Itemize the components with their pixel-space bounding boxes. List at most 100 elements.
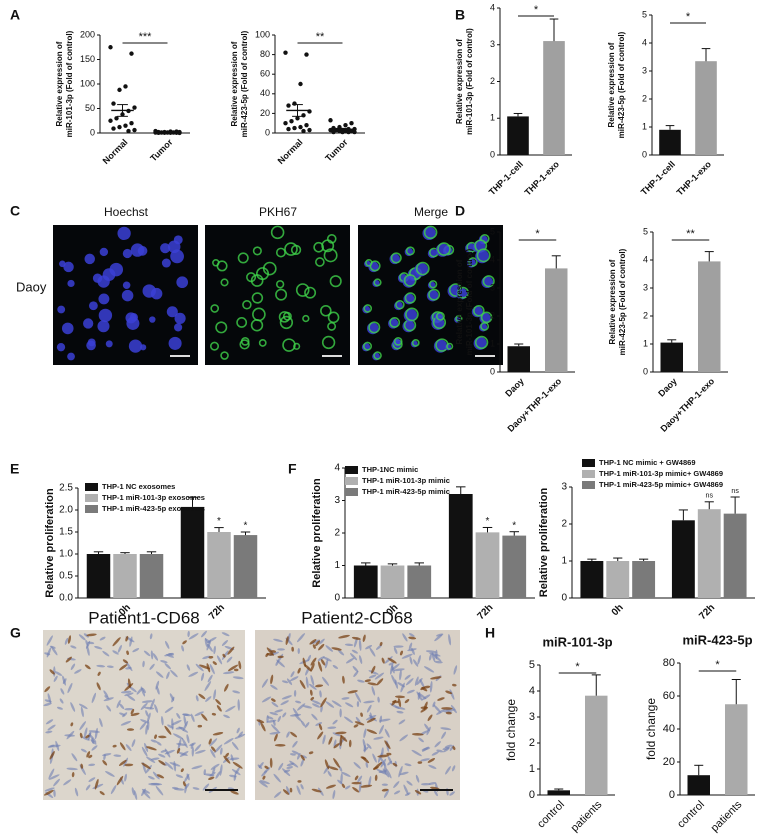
- cell: [80, 748, 87, 753]
- legend-swatch: [345, 488, 358, 496]
- cd68-stain: [364, 679, 371, 683]
- cell: [399, 669, 402, 681]
- cell: [119, 703, 125, 710]
- cell: [177, 738, 182, 750]
- cell: [277, 715, 282, 723]
- cd68-stain: [367, 682, 378, 686]
- y-tick-label: 40: [260, 88, 270, 98]
- cell: [81, 736, 90, 741]
- y-tick-label: 60: [260, 69, 270, 79]
- data-point: [328, 118, 333, 123]
- cell: [212, 767, 216, 774]
- y-tick-label: 1.0: [59, 549, 73, 560]
- cell: [194, 711, 204, 717]
- cell: [289, 753, 296, 756]
- cd68-stain: [212, 661, 217, 665]
- cell: [355, 716, 361, 724]
- exosome-signal: [275, 247, 286, 258]
- cd68-stain: [300, 754, 305, 761]
- cell: [154, 704, 159, 713]
- cd68-stain: [324, 759, 330, 770]
- cell: [232, 676, 244, 680]
- cd68-stain: [212, 732, 224, 736]
- cell: [332, 732, 341, 737]
- cd68-stain: [398, 697, 402, 708]
- cell: [431, 652, 436, 663]
- y-tick-label: 2: [529, 737, 535, 749]
- cell: [424, 723, 430, 732]
- cell: [278, 762, 284, 771]
- y-axis-label: Relative proliferation: [311, 478, 323, 588]
- exosome-signal: [373, 351, 382, 360]
- y-tick-label: 5: [529, 659, 535, 671]
- cell: [127, 695, 136, 701]
- exosome-signal: [279, 315, 294, 330]
- x-tick-label: Daoy: [656, 376, 679, 399]
- y-tick-label: 2.0: [59, 505, 73, 516]
- cell: [388, 662, 395, 666]
- y-axis-label: Relative expression of: [607, 42, 616, 127]
- y-tick-label: 1: [561, 556, 567, 567]
- x-tick-label: control: [535, 799, 567, 831]
- cell: [94, 645, 103, 650]
- cell: [213, 689, 217, 700]
- cell: [337, 649, 345, 656]
- cd68-stain: [234, 668, 239, 672]
- data-point: [132, 105, 137, 110]
- cell: [147, 712, 151, 723]
- cell: [209, 664, 215, 675]
- y-tick-label: 1: [642, 121, 647, 131]
- cd68-stain: [182, 781, 186, 787]
- cell: [382, 768, 390, 778]
- cell: [147, 775, 155, 780]
- cell: [85, 784, 91, 791]
- cell: [170, 669, 178, 678]
- cell: [150, 782, 163, 786]
- cell: [322, 656, 332, 662]
- nucleus: [122, 248, 133, 259]
- cell: [393, 645, 404, 648]
- cell: [70, 663, 76, 671]
- cell: [261, 696, 272, 703]
- cell: [164, 652, 174, 657]
- cd68-stain: [408, 636, 417, 640]
- cell: [310, 674, 315, 686]
- cd68-stain: [112, 744, 117, 748]
- cd68-stain: [445, 690, 453, 695]
- x-tick-label: control: [675, 799, 707, 831]
- data-point: [114, 116, 119, 121]
- cell: [143, 650, 151, 657]
- cell: [429, 680, 433, 693]
- cell: [70, 645, 77, 649]
- cell: [145, 710, 149, 717]
- y-tick-label: 0.0: [59, 593, 73, 604]
- cd68-stain: [310, 696, 315, 701]
- cd68-stain: [289, 787, 293, 793]
- cd68-stain: [386, 752, 392, 756]
- cell: [397, 682, 406, 688]
- cell: [365, 645, 373, 650]
- bar: [660, 342, 683, 372]
- cell: [237, 699, 240, 711]
- cd68-stain: [299, 679, 306, 689]
- cell: [209, 771, 216, 777]
- cell: [215, 771, 221, 779]
- cell: [202, 655, 211, 660]
- cell: [182, 713, 192, 717]
- cell: [206, 639, 211, 651]
- y-tick-label: 2: [490, 310, 495, 320]
- cd68-stain: [277, 655, 284, 659]
- cd68-stain: [125, 635, 129, 642]
- cd68-stain: [119, 742, 126, 751]
- cell: [160, 749, 167, 753]
- cd68-stain: [79, 732, 83, 739]
- cell: [398, 719, 406, 725]
- cd68-stain: [452, 683, 457, 687]
- legend-label: THP-1 miR-423-5p exosomes: [102, 504, 205, 513]
- cell: [286, 678, 293, 686]
- cell: [53, 778, 60, 787]
- cell: [366, 743, 372, 749]
- exosome-signal: [474, 335, 489, 350]
- cell: [204, 681, 212, 692]
- data-point: [123, 123, 128, 128]
